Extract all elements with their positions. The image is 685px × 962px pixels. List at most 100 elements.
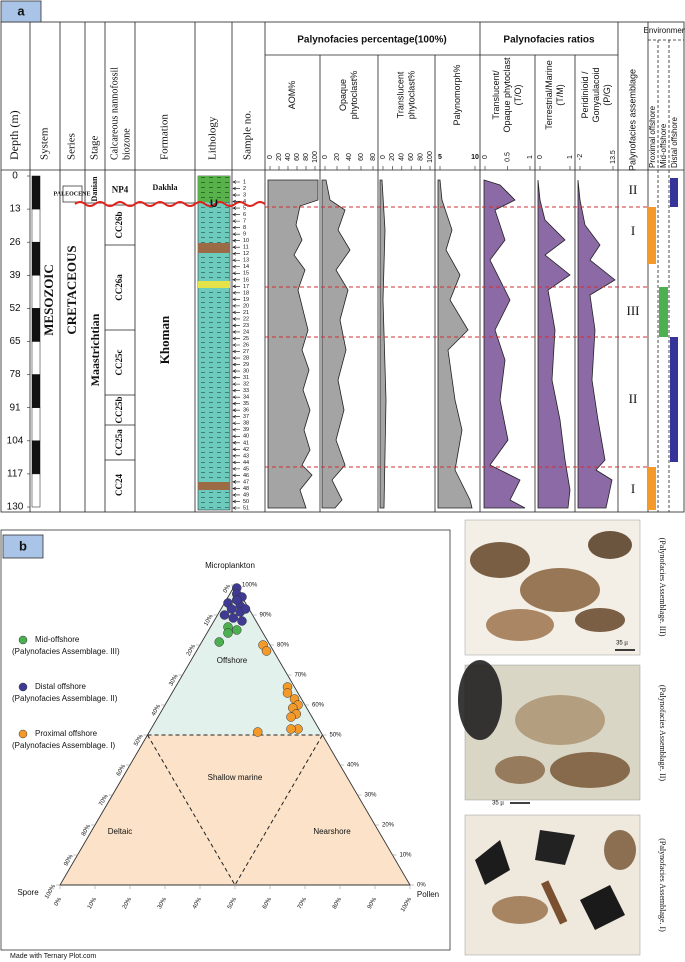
sample-arrow — [232, 356, 240, 360]
legend-marker — [18, 635, 28, 645]
sample-arrow — [232, 499, 240, 504]
sub-header: Palynomorph% — [452, 64, 462, 125]
sample-arrow — [232, 304, 240, 308]
left-tick-label: 50% — [133, 733, 145, 747]
sample-arrow — [232, 251, 240, 256]
sample-number: 2 — [243, 186, 246, 192]
zone-label: Offshore — [217, 656, 248, 665]
scale-label: 10 — [471, 154, 479, 161]
depth-label: 0 — [12, 171, 18, 182]
sample-arrow — [232, 336, 240, 341]
legend-note: (Palynofacies Assemblage. III) — [12, 647, 120, 656]
column-header: Sample no. — [242, 110, 254, 160]
sample-arrow — [232, 219, 240, 223]
left-tick-label: 0% — [223, 583, 233, 594]
bottom-tick-label: 10% — [87, 896, 99, 910]
sample-arrow — [232, 180, 240, 184]
scale-label: 40 — [285, 153, 292, 161]
column-header: Depth (m) — [7, 110, 21, 160]
zone-label: Deltaic — [108, 827, 132, 836]
sample-number: 44 — [243, 460, 249, 466]
system-bar-segment — [31, 208, 41, 243]
scale-label: 35 µ — [616, 641, 628, 647]
scale-label: 100 — [312, 151, 319, 163]
panel-label: a — [17, 3, 25, 18]
sample-number: 40 — [243, 434, 249, 440]
scale-label: 0 — [537, 155, 544, 159]
column-header: Lithology — [207, 116, 219, 160]
environment-label: Mid-offshore — [659, 123, 668, 168]
data-point — [282, 688, 293, 698]
environment-bars — [648, 178, 678, 510]
scale-label: 80 — [303, 153, 310, 161]
sample-arrow — [232, 362, 240, 367]
bottom-tick-label: 50% — [227, 896, 239, 910]
sample-number: 10 — [243, 238, 249, 244]
zone-label: Shallow marine — [208, 773, 263, 782]
sample-number: 28 — [243, 355, 249, 361]
data-point — [228, 613, 238, 623]
sample-number: 46 — [243, 473, 249, 479]
sample-number: 6 — [243, 212, 246, 218]
photo-caption: (Palynofacies Assemblage. II) — [658, 685, 667, 782]
sample-number: 11 — [243, 245, 249, 251]
sample-number: 38 — [243, 421, 249, 427]
biozone-name: CC26a — [114, 274, 124, 301]
sample-number: 1 — [243, 179, 246, 185]
assemblage-label: I — [631, 481, 635, 496]
bottom-tick-label: 90% — [367, 896, 379, 910]
right-tick-label: 60% — [312, 703, 325, 709]
system-bar-segment — [31, 275, 41, 309]
sample-arrow — [232, 323, 240, 328]
depth-label: 13 — [9, 204, 21, 215]
left-tick-label: 80% — [81, 823, 93, 837]
apex-label: Microplankton — [205, 561, 255, 570]
sample-number: 5 — [243, 206, 246, 212]
sub-header: Terrestrial/Marine — [544, 60, 554, 130]
sample-number: 49 — [243, 492, 249, 498]
sample-arrow — [232, 199, 240, 204]
lithology-column — [197, 175, 231, 511]
sample-number: 32 — [243, 382, 249, 388]
stratigraphy — [62, 185, 195, 461]
data-point — [232, 595, 242, 605]
sample-arrow — [232, 441, 240, 445]
sub-header: Translucent/ — [491, 70, 501, 120]
assemblage-boundaries — [265, 206, 648, 468]
scale-label: 60 — [408, 153, 415, 161]
sample-arrow — [232, 278, 240, 282]
scale-label: 0 — [380, 155, 387, 159]
watermark: Made with Ternary Plot.com — [10, 953, 96, 960]
sample-number: 15 — [243, 271, 249, 277]
sub-header: (T/M) — [555, 84, 565, 106]
sample-number: 19 — [243, 297, 249, 303]
system-bar-segment — [31, 440, 41, 475]
sample-arrow — [232, 330, 240, 334]
depth-label: 39 — [9, 270, 21, 281]
sample-number: 31 — [243, 375, 249, 381]
data-point — [286, 724, 296, 734]
system-bar-segment — [31, 341, 41, 375]
sub-header: Palynofacies assemblage — [627, 69, 637, 171]
sample-arrow — [232, 375, 240, 380]
zone-label: Nearshore — [313, 827, 351, 836]
sub-header: phytoclast% — [406, 71, 416, 120]
sample-arrow — [232, 225, 240, 230]
scale-label: 1 — [527, 155, 534, 159]
data-point — [214, 637, 224, 647]
right-tick-label: 40% — [347, 763, 360, 769]
scale-label: 40 — [399, 153, 406, 161]
sample-number: 23 — [243, 323, 249, 329]
sample-arrow — [232, 245, 240, 249]
sample-arrow — [232, 271, 240, 276]
unconformity-line — [74, 201, 266, 207]
stage-name: Maastrichtian — [88, 313, 102, 386]
sample-number: 20 — [243, 303, 249, 309]
sample-arrow — [232, 284, 240, 289]
data-point — [261, 646, 272, 656]
system-bar-segment — [31, 374, 41, 408]
system-name: MESOZOIC — [41, 264, 56, 336]
unconformity-label: U — [210, 198, 218, 210]
sample-number: 21 — [243, 310, 249, 316]
depth-label: 65 — [9, 336, 21, 347]
